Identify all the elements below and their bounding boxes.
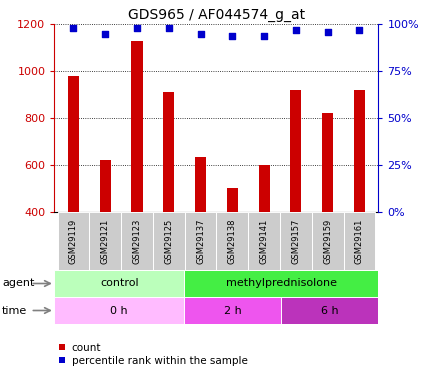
Text: GSM29157: GSM29157 (291, 218, 299, 264)
Bar (163, 92, 174, 212)
Text: 0 h: 0 h (110, 306, 128, 315)
Point (102, 31, 108, 37)
Bar (280, 297, 378, 324)
Point (260, 33, 267, 39)
Bar (54, 270, 184, 297)
Bar (184, 212, 216, 270)
Text: count: count (72, 343, 101, 352)
Text: GSM29123: GSM29123 (132, 218, 141, 264)
Point (292, 27, 299, 33)
Bar (353, 90, 364, 212)
Bar (57, 212, 89, 270)
Bar (99, 160, 111, 212)
Text: percentile rank within the sample: percentile rank within the sample (72, 356, 247, 366)
Bar (226, 188, 237, 212)
Text: methylprednisolone: methylprednisolone (225, 279, 336, 288)
Title: GDS965 / AF044574_g_at: GDS965 / AF044574_g_at (128, 8, 304, 22)
Bar (184, 270, 378, 297)
Bar (131, 41, 142, 212)
Point (355, 27, 362, 33)
Bar (343, 212, 375, 270)
Bar (68, 76, 79, 212)
Bar (258, 165, 269, 212)
Text: 2 h: 2 h (223, 306, 241, 315)
Point (323, 29, 330, 35)
Bar (311, 212, 343, 270)
Point (197, 31, 204, 37)
Bar (184, 297, 281, 324)
Bar (216, 212, 248, 270)
Point (228, 33, 235, 39)
Bar (54, 297, 184, 324)
Text: GSM29119: GSM29119 (69, 218, 78, 264)
Text: GSM29161: GSM29161 (354, 218, 363, 264)
Text: control: control (100, 279, 138, 288)
Bar (279, 212, 311, 270)
Text: time: time (2, 306, 27, 315)
Bar (248, 212, 279, 270)
Text: GSM29125: GSM29125 (164, 218, 173, 264)
Bar (121, 212, 152, 270)
Point (70, 25, 77, 31)
Text: GSM29138: GSM29138 (227, 218, 236, 264)
Text: GSM29159: GSM29159 (322, 218, 331, 264)
Text: 6 h: 6 h (320, 306, 338, 315)
Bar (89, 212, 121, 270)
Bar (194, 157, 206, 212)
Bar (289, 90, 301, 212)
Text: GSM29121: GSM29121 (101, 218, 109, 264)
Text: agent: agent (2, 279, 34, 288)
Point (165, 25, 172, 31)
Text: GSM29141: GSM29141 (259, 218, 268, 264)
Text: GSM29137: GSM29137 (196, 218, 204, 264)
Point (133, 25, 140, 31)
Bar (321, 113, 332, 212)
Bar (152, 212, 184, 270)
